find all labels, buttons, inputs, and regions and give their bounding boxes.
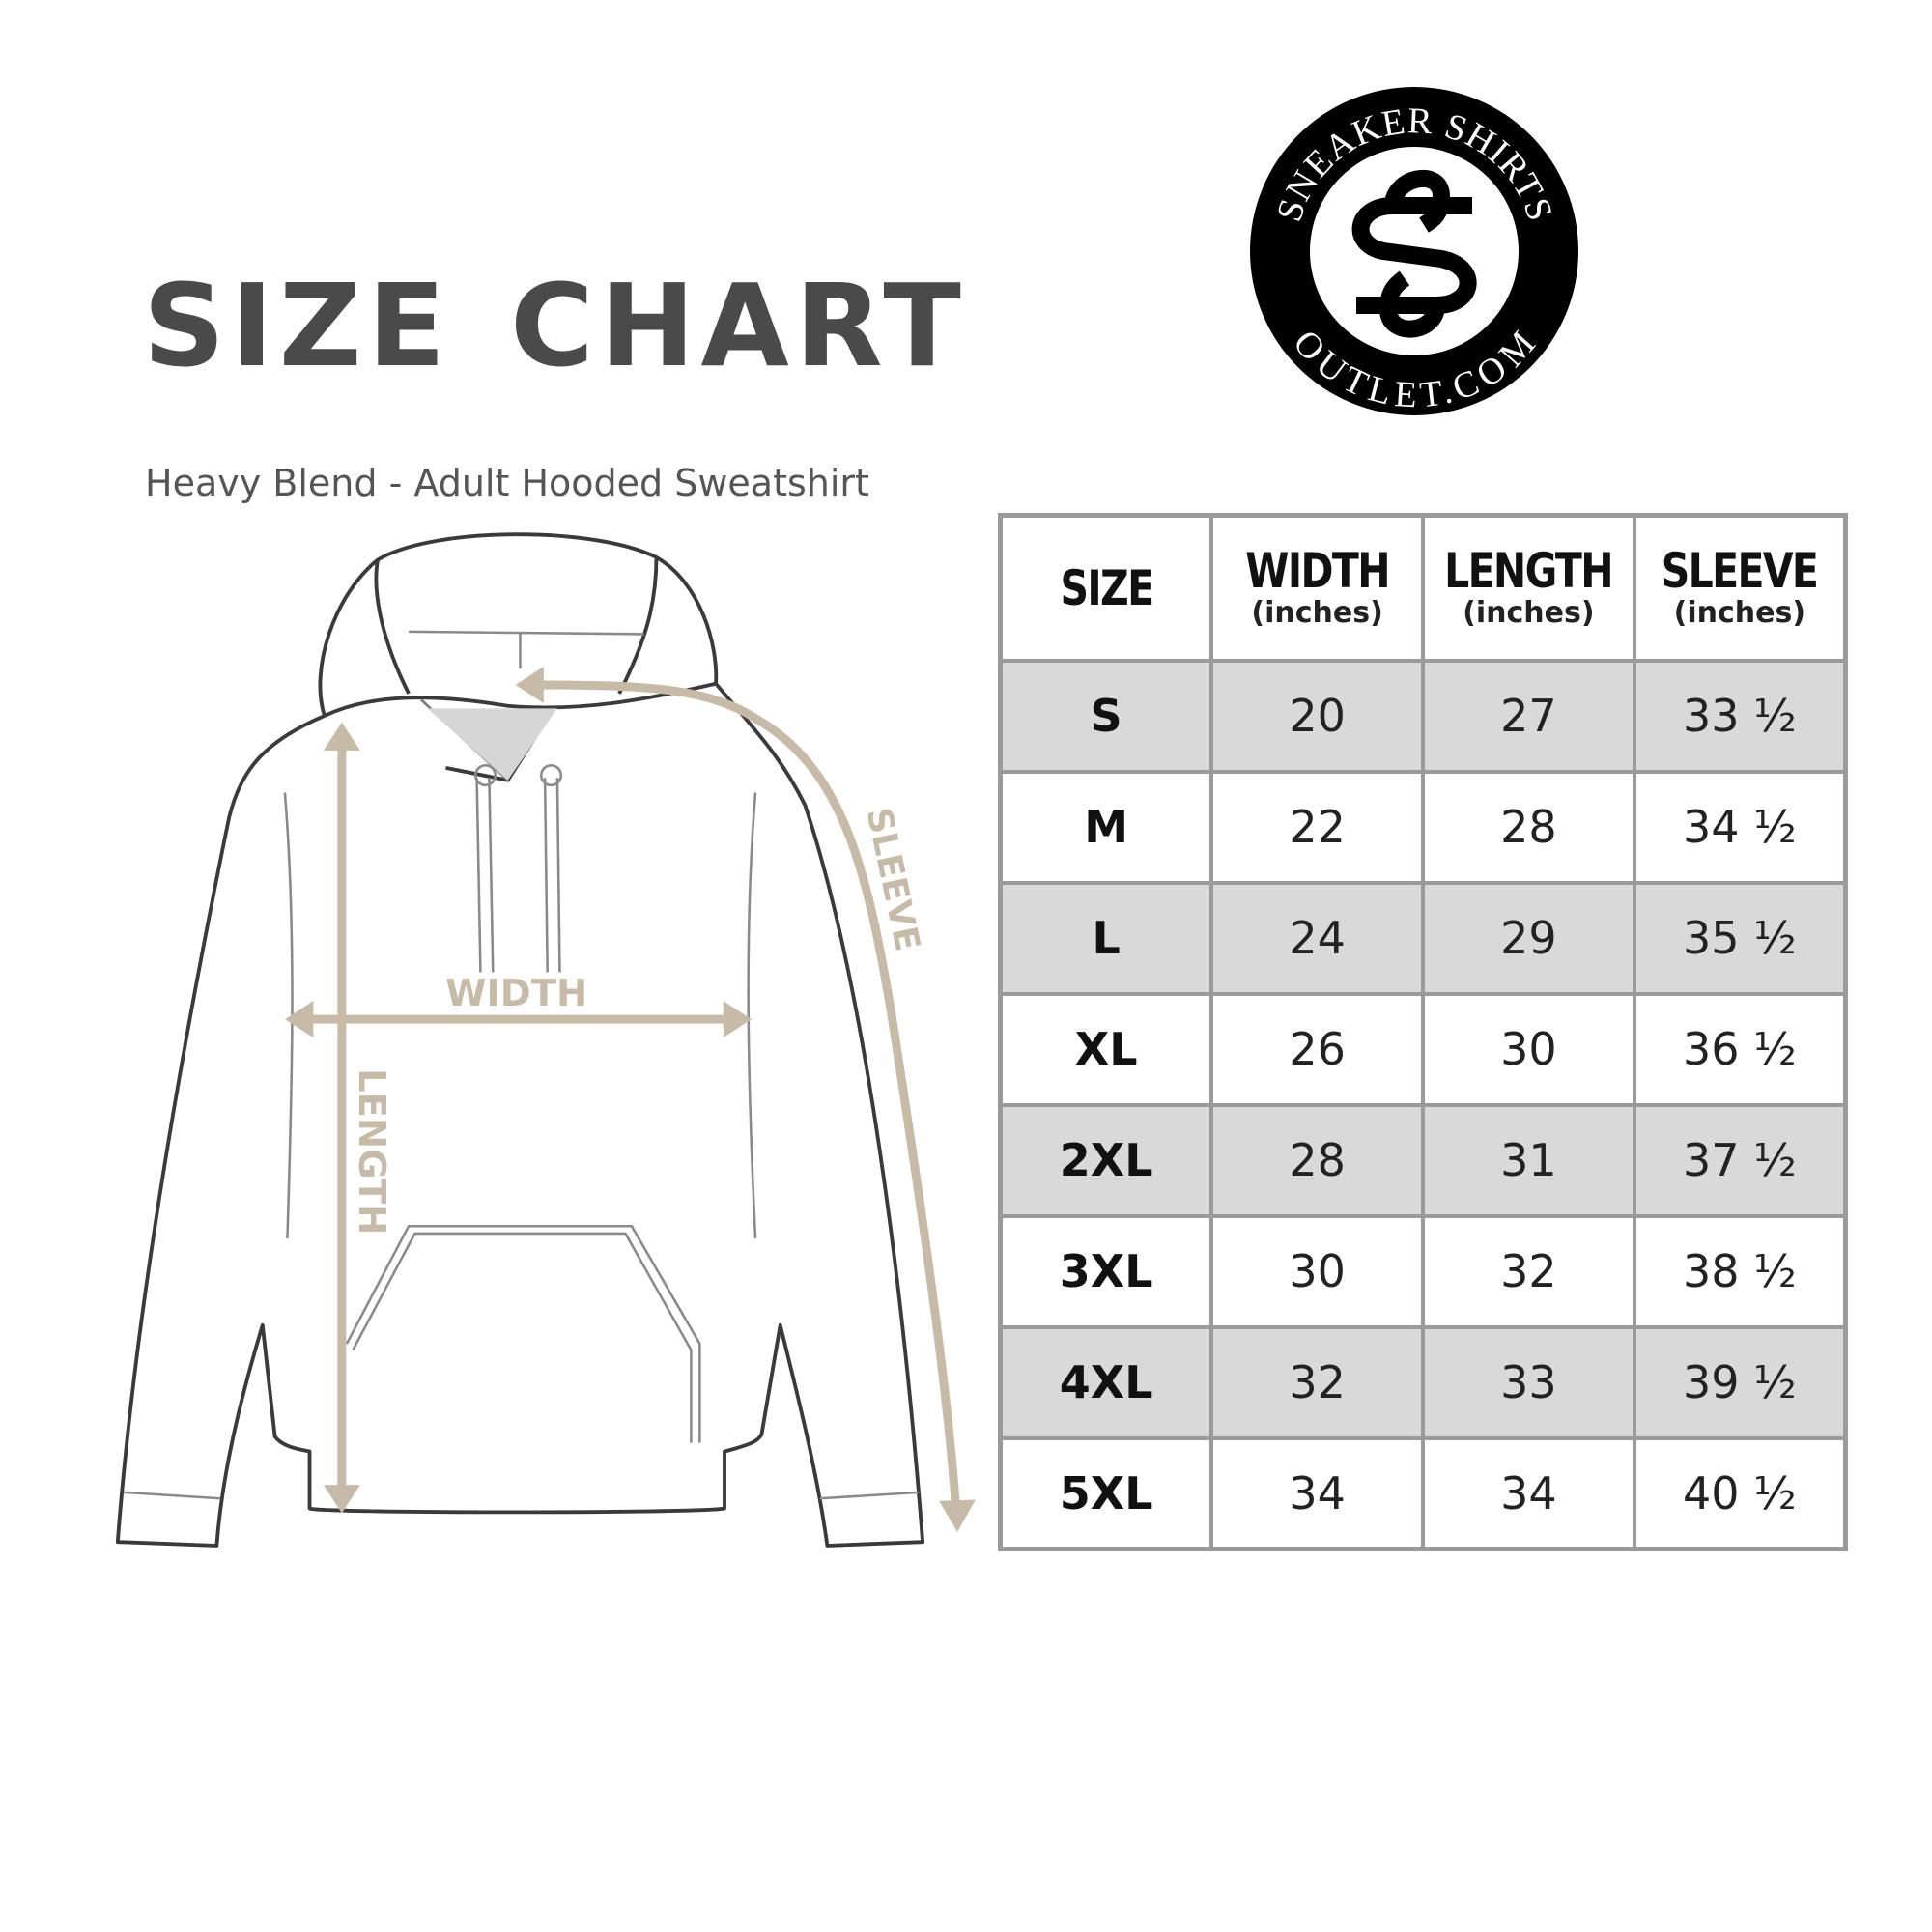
width-cell: 28 [1209, 1102, 1425, 1218]
length-cell: 32 [1421, 1213, 1636, 1329]
size-cell: S [998, 658, 1214, 774]
page-title: SIZE CHART [143, 259, 967, 392]
length-label: LENGTH [350, 1068, 393, 1235]
column-header-width: WIDTH (inches) [1209, 513, 1425, 663]
table-row: 2XL 28 31 37 ½ [998, 1102, 1848, 1218]
hoodie-details [124, 630, 920, 1500]
length-cell: 30 [1421, 991, 1636, 1107]
size-cell: M [998, 769, 1214, 885]
table-header-row: SIZE WIDTH (inches) LENGTH (inches) SLEEVE… [998, 513, 1848, 663]
length-cell: 34 [1421, 1435, 1636, 1551]
size-cell: 3XL [998, 1213, 1214, 1329]
size-cell: XL [998, 991, 1214, 1107]
length-cell: 28 [1421, 769, 1636, 885]
length-cell: 33 [1421, 1324, 1636, 1440]
table-row: 3XL 30 32 38 ½ [998, 1213, 1848, 1329]
logo-monogram [1351, 170, 1477, 338]
sleeve-cell: 40 ½ [1632, 1435, 1848, 1551]
table-row: 4XL 32 33 39 ½ [998, 1324, 1848, 1440]
width-cell: 20 [1209, 658, 1425, 774]
length-cell: 31 [1421, 1102, 1636, 1218]
size-cell: 5XL [998, 1435, 1214, 1551]
length-cell: 27 [1421, 658, 1636, 774]
column-header-length: LENGTH (inches) [1421, 513, 1636, 663]
sleeve-cell: 39 ½ [1632, 1324, 1848, 1440]
table-row: 5XL 34 34 40 ½ [998, 1435, 1848, 1551]
size-cell: 4XL [998, 1324, 1214, 1440]
table-row: M 22 28 34 ½ [998, 769, 1848, 885]
width-label: WIDTH [445, 972, 587, 1015]
sleeve-cell: 35 ½ [1632, 880, 1848, 996]
brand-logo: SNEAKER SHIRTS OUTLET.COM [1250, 87, 1578, 416]
length-cell: 29 [1421, 880, 1636, 996]
sleeve-cell: 38 ½ [1632, 1213, 1848, 1329]
product-subtitle: Heavy Blend - Adult Hooded Sweatshirt [145, 462, 869, 504]
column-header-size: SIZE [998, 513, 1214, 663]
sleeve-label: SLEEVE [858, 805, 926, 954]
sleeve-cell: 36 ½ [1632, 991, 1848, 1107]
size-cell: 2XL [998, 1102, 1214, 1218]
width-cell: 32 [1209, 1324, 1425, 1440]
width-cell: 26 [1209, 991, 1425, 1107]
width-cell: 34 [1209, 1435, 1425, 1551]
size-table: SIZE WIDTH (inches) LENGTH (inches) SLEEVE… [998, 513, 1848, 1551]
sleeve-cell: 34 ½ [1632, 769, 1848, 885]
table-row: XL 26 30 36 ½ [998, 991, 1848, 1107]
column-header-sleeve: SLEEVE (inches) [1632, 513, 1848, 663]
table-row: S 20 27 33 ½ [998, 658, 1848, 774]
sleeve-cell: 37 ½ [1632, 1102, 1848, 1218]
sleeve-cell: 33 ½ [1632, 658, 1848, 774]
width-cell: 30 [1209, 1213, 1425, 1329]
table-row: L 24 29 35 ½ [998, 880, 1848, 996]
measurement-arrows [285, 666, 976, 1532]
width-cell: 22 [1209, 769, 1425, 885]
width-cell: 24 [1209, 880, 1425, 996]
size-cell: L [998, 880, 1214, 996]
